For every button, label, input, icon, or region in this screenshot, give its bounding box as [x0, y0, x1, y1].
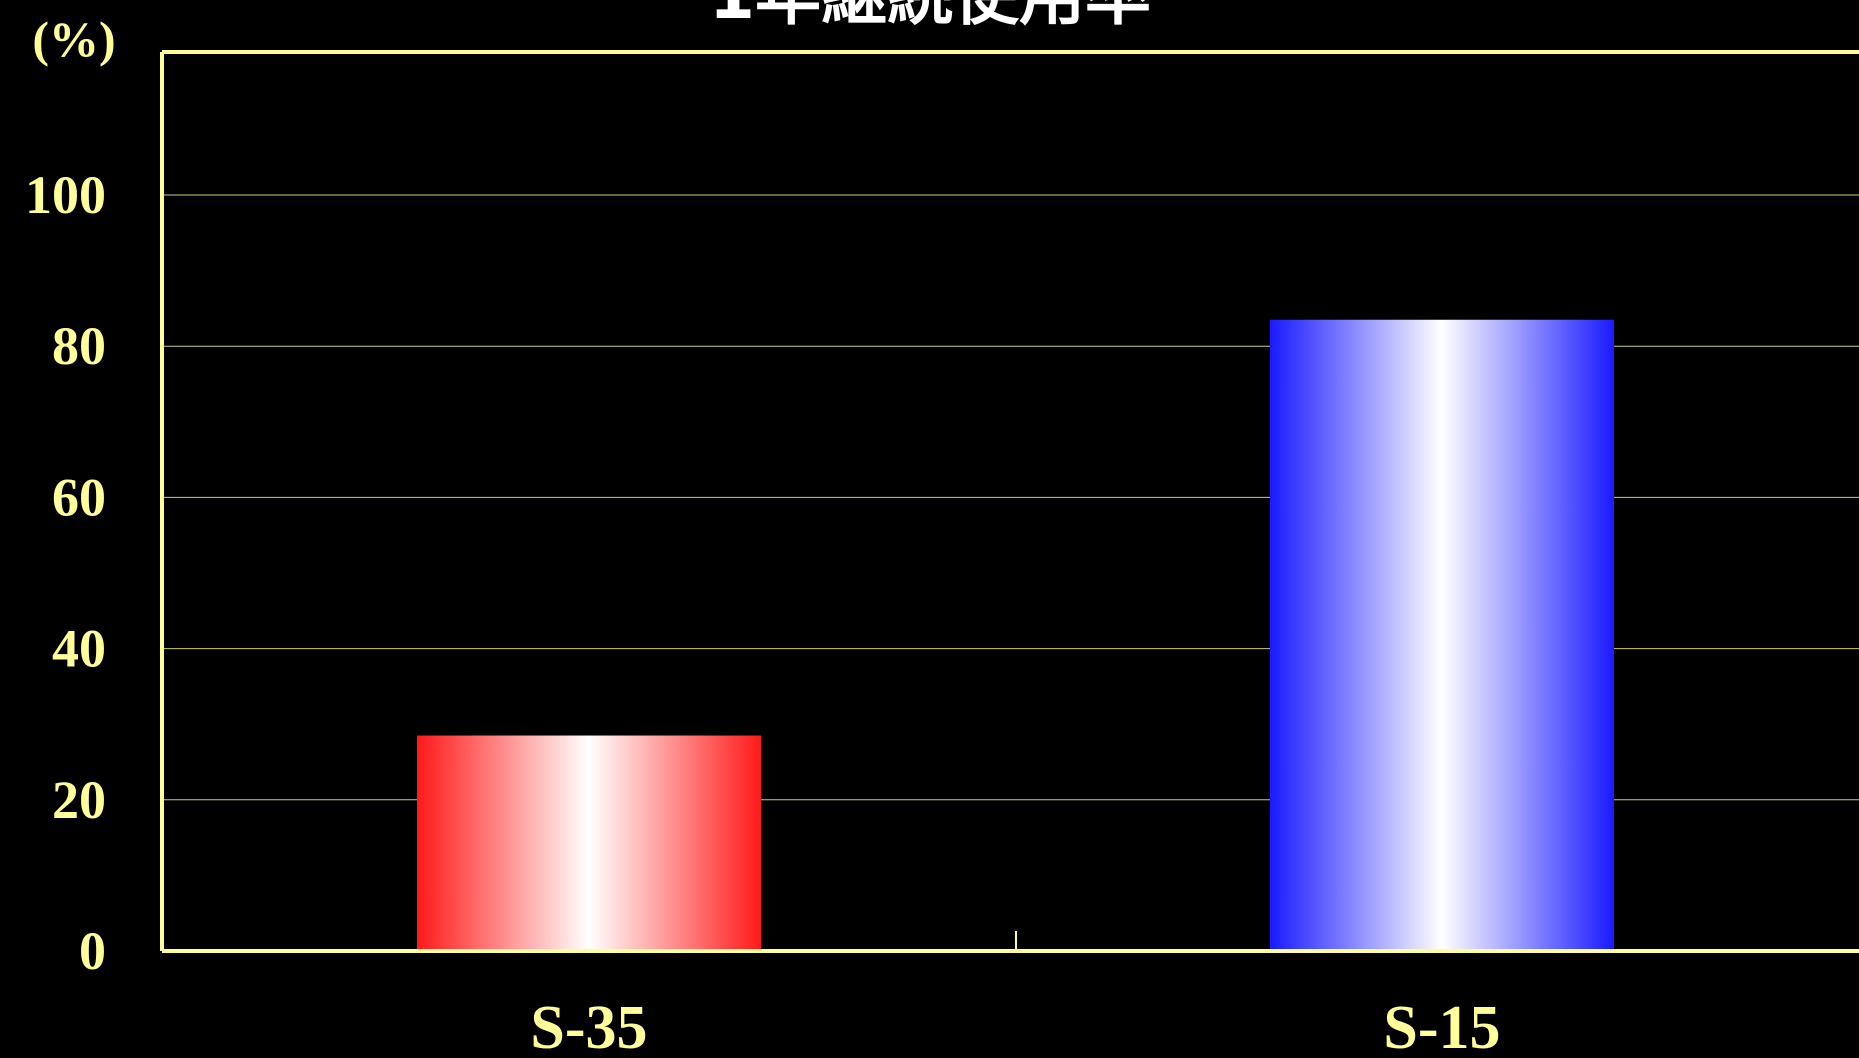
category-label: S-35 — [530, 994, 647, 1058]
y-tick-label: 100 — [25, 165, 106, 225]
y-tick-label: 80 — [52, 316, 106, 376]
bars — [417, 319, 1614, 951]
chart-title: 1年継続使用率 — [709, 0, 1151, 34]
category-label: S-15 — [1383, 994, 1500, 1058]
bar-s-35 — [417, 735, 761, 951]
bar-s-15 — [1270, 319, 1614, 951]
category-labels: S-35 S-15 — [530, 994, 1500, 1058]
y-tick-label: 20 — [52, 770, 106, 830]
y-tick-labels: 0 20 40 60 80 100 — [25, 165, 106, 981]
y-tick-label: 40 — [52, 619, 106, 679]
y-tick-label: 60 — [52, 467, 106, 527]
y-axis-unit-label: (%) — [32, 11, 115, 67]
y-tick-label: 0 — [79, 921, 106, 981]
